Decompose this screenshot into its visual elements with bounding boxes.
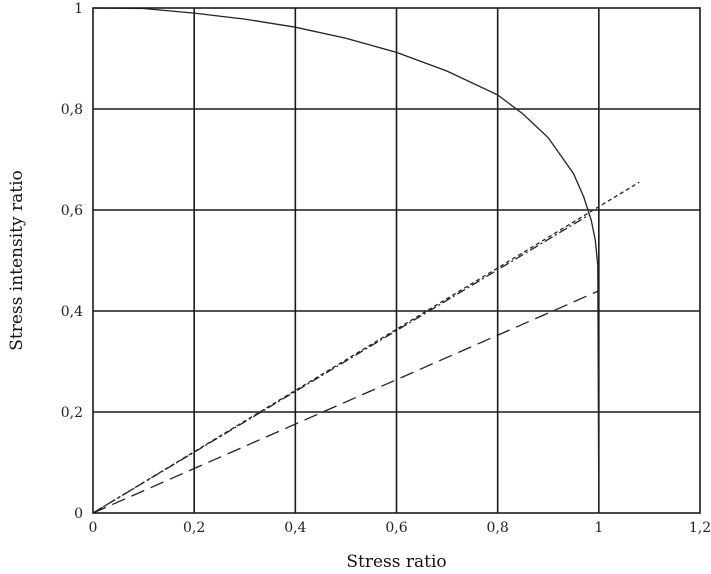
gridlines [93, 8, 700, 513]
y-tick-labels: 0 0,2 0,4 0,6 0,8 1 [61, 1, 83, 522]
series-line-solid [92, 7, 600, 514]
x-tick-labels: 0 0,2 0,4 0,6 0,8 1 1,2 [89, 520, 711, 536]
series-line-dash-dot [92, 214, 590, 514]
x-tick-label: 1 [594, 520, 603, 536]
plot-frame [92, 7, 701, 514]
series-line-long-dash [92, 290, 600, 514]
x-tick-label: 0,2 [183, 520, 205, 536]
y-tick-label: 0,8 [61, 102, 83, 118]
x-axis-title: Stress ratio [346, 552, 446, 572]
y-tick-label: 0,6 [61, 203, 83, 219]
y-tick-label: 0 [74, 506, 83, 522]
y-tick-label: 0,2 [61, 405, 83, 421]
x-tick-label: 0,6 [385, 520, 407, 536]
x-tick-label: 0,4 [284, 520, 306, 536]
x-tick-label: 0,8 [487, 520, 509, 536]
y-tick-label: 0,4 [61, 304, 83, 320]
series-line-short-dash [92, 181, 640, 514]
y-tick-label: 1 [74, 1, 83, 17]
x-tick-label: 1,2 [689, 520, 711, 536]
x-tick-label: 0 [89, 520, 98, 536]
y-axis-title: Stress intensity ratio [7, 170, 27, 351]
series-lines [92, 7, 640, 514]
